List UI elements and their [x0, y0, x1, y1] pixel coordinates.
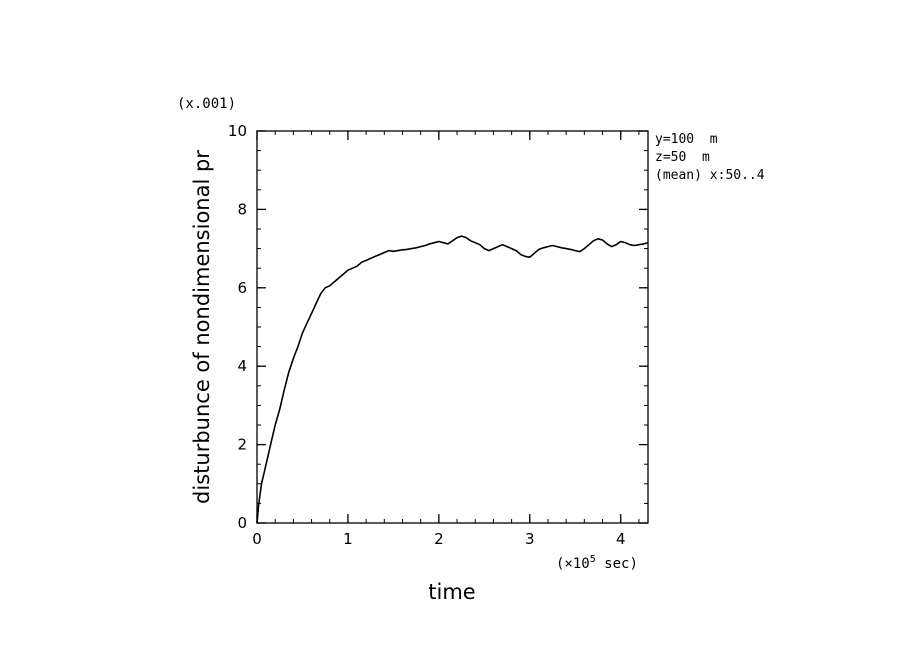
- annotation-y-level: y=100 m: [655, 132, 718, 147]
- y-tick-label: 2: [237, 436, 247, 454]
- y-tick-label: 6: [237, 279, 247, 297]
- annotation-mean-range: (mean) x:50..4: [655, 168, 765, 183]
- x-axis-title: time: [428, 580, 475, 604]
- y-tick-label: 0: [237, 514, 247, 532]
- y-tick-labels: 0 2 4 6 8 10: [228, 122, 247, 532]
- major-ticks: [256, 130, 648, 524]
- x-tick-labels: 0 1 2 3 4: [252, 530, 625, 548]
- y-axis-title: disturbunce of nondimensional pr: [190, 150, 214, 504]
- plot-frame: [256, 130, 649, 524]
- x-scale-note: (×105 sec): [556, 554, 638, 572]
- minor-ticks: [256, 130, 648, 524]
- x-scale-note-suffix: sec): [596, 556, 638, 572]
- x-tick-label: 0: [252, 530, 262, 548]
- series-line: [256, 235, 649, 524]
- x-tick-label: 1: [343, 530, 353, 548]
- x-tick-label: 3: [525, 530, 535, 548]
- x-scale-note-prefix: (×10: [556, 556, 590, 572]
- x-scale-note-exp: 5: [590, 554, 596, 565]
- y-scale-note: (x.001): [177, 96, 236, 112]
- y-tick-label: 4: [237, 357, 247, 375]
- x-tick-label: 4: [616, 530, 626, 548]
- y-tick-label: 10: [228, 122, 247, 140]
- y-tick-label: 8: [237, 200, 247, 218]
- annotation-z-level: z=50 m: [655, 150, 710, 165]
- x-tick-label: 2: [434, 530, 444, 548]
